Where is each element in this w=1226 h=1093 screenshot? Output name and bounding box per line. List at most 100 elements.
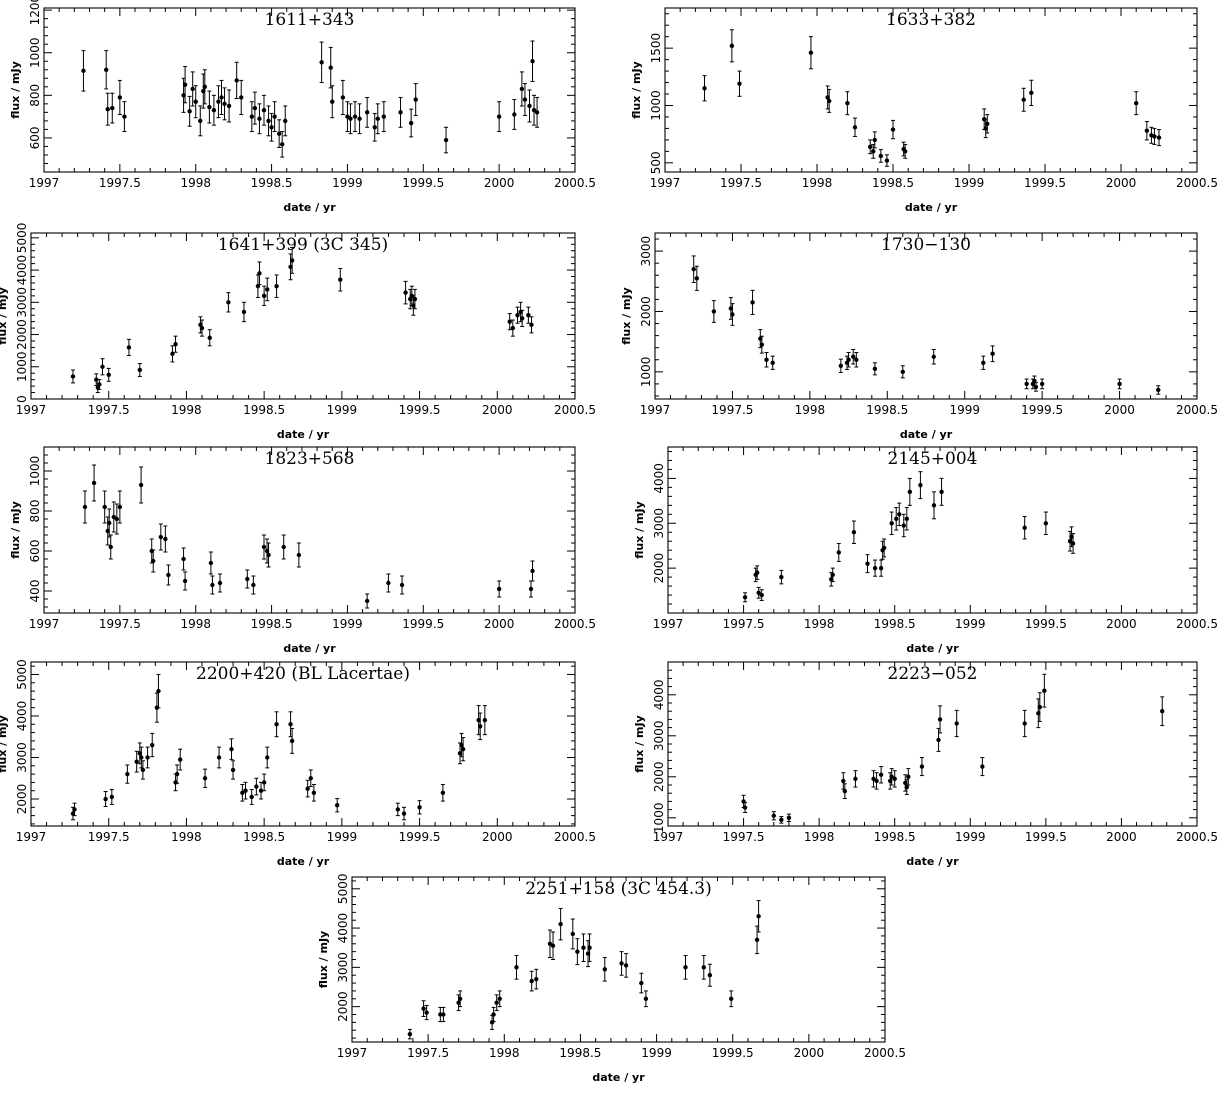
data-marker: [279, 142, 285, 147]
data-marker: [311, 790, 317, 795]
data-point: [897, 502, 902, 527]
chart-title: 1730−130: [881, 235, 971, 255]
data-marker: [904, 516, 910, 521]
x-tick-label: 1997.5: [723, 830, 765, 844]
data-marker: [534, 110, 540, 115]
x-tick-label: 1999.5: [712, 1046, 754, 1060]
data-point: [1070, 533, 1076, 554]
data-point: [702, 75, 707, 102]
x-tick-label: 2000: [1106, 830, 1137, 844]
data-point: [889, 511, 894, 535]
data-point: [408, 108, 414, 138]
y-tick-label: 4000: [15, 701, 29, 732]
data-point: [104, 50, 109, 90]
data-point: [894, 507, 899, 531]
data-point: [491, 1006, 496, 1023]
data-point: [114, 503, 120, 535]
data-point: [199, 319, 205, 337]
data-point: [125, 764, 130, 784]
plot-frame: [667, 661, 1198, 827]
y-tick-label: 4000: [652, 680, 666, 711]
data-point: [854, 352, 859, 368]
x-tick-label: 1999.5: [1025, 830, 1067, 844]
data-marker: [842, 788, 848, 794]
data-point: [198, 105, 203, 137]
data-marker: [756, 914, 761, 919]
data-point: [587, 933, 592, 962]
data-point: [241, 301, 247, 323]
data-marker: [258, 788, 264, 793]
data-marker: [482, 717, 488, 723]
data-marker: [372, 125, 377, 130]
data-marker: [319, 60, 324, 65]
data-point: [234, 61, 239, 100]
data-point: [1152, 127, 1157, 145]
data-marker: [401, 811, 407, 816]
data-marker: [729, 43, 735, 49]
data-marker: [217, 580, 223, 586]
data-marker: [691, 267, 696, 272]
data-marker: [163, 536, 168, 542]
data-marker: [897, 512, 902, 517]
data-marker: [305, 786, 310, 791]
data-point: [534, 96, 540, 128]
data-point: [283, 105, 288, 137]
data-marker: [1117, 381, 1122, 387]
data-point: [222, 87, 227, 121]
data-marker: [334, 803, 340, 808]
plot-frame: [664, 7, 1198, 173]
data-point: [399, 575, 405, 595]
chart-title: 2145+004: [888, 449, 978, 469]
data-marker: [1022, 525, 1027, 530]
data-point: [276, 119, 282, 149]
y-tick-label: 2000: [15, 319, 29, 350]
data-point: [261, 94, 267, 126]
data-point: [1043, 511, 1049, 535]
data-point: [871, 770, 876, 788]
x-tick-label: 2000.5: [554, 830, 596, 844]
data-marker: [759, 592, 764, 598]
x-tick-label: 1998.5: [559, 1046, 601, 1060]
data-point: [166, 564, 171, 586]
chart-panel: 1997 1997.5 1998 1998.5 1999 1999.5 2000 2000.5…: [633, 446, 1218, 655]
data-marker: [399, 582, 405, 588]
data-marker: [904, 784, 910, 790]
data-point: [643, 990, 649, 1008]
data-marker: [181, 556, 186, 562]
data-marker: [243, 788, 248, 793]
data-marker: [742, 805, 748, 810]
x-tick-label: 1997.5: [723, 617, 765, 631]
data-marker: [272, 114, 277, 119]
x-tick-label: 1997.5: [99, 176, 141, 190]
data-point: [1160, 696, 1165, 727]
data-marker: [527, 103, 532, 109]
data-point: [413, 83, 418, 117]
data-point: [94, 373, 99, 386]
data-marker: [907, 489, 913, 495]
data-marker: [117, 95, 123, 100]
data-marker: [742, 595, 748, 600]
x-tick-label: 1997.5: [88, 830, 130, 844]
data-point: [266, 105, 271, 137]
data-point: [1021, 87, 1026, 112]
y-tick-label: 1000: [28, 37, 42, 68]
data-marker: [519, 86, 525, 92]
data-point: [106, 367, 111, 382]
data-point: [750, 289, 755, 315]
data-point: [460, 737, 466, 762]
data-point: [274, 711, 279, 738]
data-marker: [110, 105, 115, 111]
data-point: [403, 280, 408, 305]
data-marker: [395, 807, 401, 812]
data-marker: [702, 86, 707, 91]
x-tick-label: 2000.5: [554, 617, 596, 631]
data-point: [900, 365, 905, 379]
data-marker: [1160, 709, 1165, 714]
data-marker: [407, 1031, 413, 1037]
data-marker: [1022, 721, 1027, 726]
chart-panel: 1997 1997.5 1998 1998.5 1999 1999.5 2000 2000.5…: [620, 232, 1218, 441]
data-marker: [852, 125, 858, 130]
data-point: [181, 547, 186, 571]
data-marker: [274, 722, 279, 727]
